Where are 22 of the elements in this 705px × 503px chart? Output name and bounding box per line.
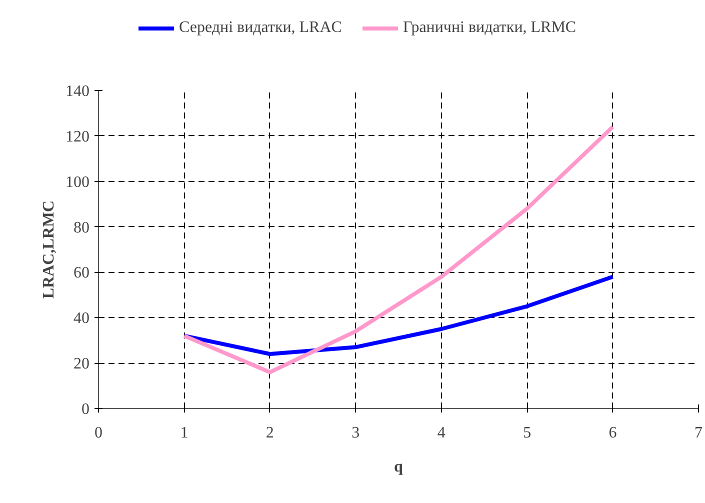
- line-series: [182, 124, 615, 374]
- x-tick-label: 7: [694, 424, 702, 442]
- y-tick-label: 120: [66, 128, 90, 146]
- x-tick-label: 4: [437, 424, 446, 442]
- y-tick-label: 80: [74, 219, 90, 236]
- x-tick-label: 6: [608, 424, 617, 442]
- y-tick-label: 100: [66, 174, 90, 191]
- y-tick-label: 60: [74, 264, 90, 282]
- x-tick-label: 5: [523, 424, 532, 442]
- y-tick-label: 0: [82, 401, 90, 418]
- legend-label: Середні видатки, LRAC: [179, 19, 342, 37]
- x-tick-label: 1: [180, 424, 188, 442]
- y-tick-label: 140: [66, 83, 90, 100]
- line-series: [182, 274, 615, 356]
- x-tick-label: 3: [352, 424, 360, 442]
- x-tick-label: 2: [266, 424, 274, 442]
- x-tick-label: 0: [94, 424, 102, 442]
- legend-label: Граничні видатки, LRMC: [402, 19, 576, 37]
- x-axis-title: q: [394, 458, 404, 476]
- y-tick-label: 40: [74, 310, 90, 328]
- y-tick-label: 20: [74, 356, 90, 373]
- y-axis-title: LRAC,LRMC: [40, 200, 58, 299]
